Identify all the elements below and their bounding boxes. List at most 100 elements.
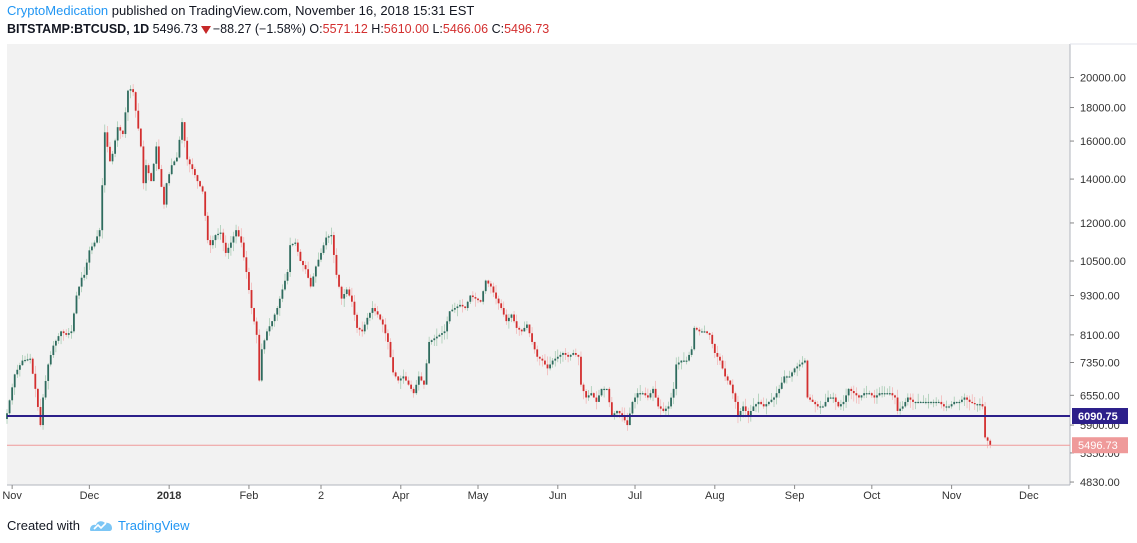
candle-body bbox=[600, 388, 603, 396]
candle-body bbox=[237, 230, 240, 237]
created-with-text: Created with bbox=[7, 517, 80, 533]
candle-body bbox=[811, 399, 814, 402]
candle-body bbox=[443, 331, 446, 334]
candle-body bbox=[536, 349, 539, 357]
candle-body bbox=[65, 333, 68, 335]
candle-body bbox=[464, 306, 467, 309]
candle-body bbox=[474, 297, 477, 299]
price-tick-label: 7350.00 bbox=[1080, 358, 1120, 370]
candle-body bbox=[348, 289, 351, 296]
candle-body bbox=[88, 250, 91, 263]
candle-body bbox=[729, 380, 732, 385]
candle-body bbox=[394, 372, 397, 377]
candle-body bbox=[551, 360, 554, 365]
candle-body bbox=[495, 292, 497, 299]
tradingview-logo-icon[interactable] bbox=[88, 517, 114, 533]
candle-body bbox=[659, 406, 662, 409]
candle-body bbox=[466, 301, 469, 309]
candle-body bbox=[703, 331, 706, 333]
time-tick-label: Feb bbox=[239, 490, 258, 502]
candle-body bbox=[912, 399, 914, 402]
candle-body bbox=[423, 380, 425, 385]
candle-body bbox=[389, 341, 392, 358]
candle-body bbox=[533, 341, 536, 350]
candle-body bbox=[652, 388, 654, 394]
candle-body bbox=[335, 254, 338, 275]
high-value: 5610.00 bbox=[383, 22, 429, 36]
candle-body bbox=[73, 313, 75, 332]
candle-body bbox=[304, 265, 307, 270]
candle-body bbox=[610, 402, 613, 416]
level-tag-background bbox=[1072, 408, 1128, 425]
candle-body bbox=[309, 277, 312, 287]
candle-body bbox=[734, 393, 737, 402]
candle-body bbox=[814, 401, 817, 405]
candle-body bbox=[973, 403, 976, 405]
candle-body bbox=[49, 355, 52, 365]
candle-body bbox=[724, 368, 727, 377]
candle-body bbox=[816, 404, 819, 407]
candle-body bbox=[57, 336, 60, 341]
candle-body bbox=[955, 401, 958, 404]
candle-body bbox=[111, 153, 114, 162]
candle-body bbox=[248, 272, 250, 291]
candle-body bbox=[369, 312, 371, 318]
candle-body bbox=[595, 397, 598, 402]
candle-body bbox=[353, 301, 356, 315]
candle-body bbox=[451, 309, 454, 312]
candle-body bbox=[350, 295, 353, 302]
candle-body bbox=[405, 376, 407, 381]
price-axis[interactable]: 20000.00 18000.00 16000.00 14000.00 12000.00… bbox=[1070, 73, 1126, 490]
candle-body bbox=[471, 295, 474, 298]
level-tag-label: 6090.75 bbox=[1078, 411, 1118, 423]
published-header: CryptoMedication published on TradingVie… bbox=[7, 3, 474, 18]
candle-body bbox=[556, 356, 559, 359]
candle-body bbox=[852, 391, 855, 394]
candle-body bbox=[67, 333, 70, 335]
candle-body bbox=[240, 236, 243, 243]
candle-body bbox=[201, 186, 204, 192]
candle-body bbox=[850, 388, 853, 392]
candle-body bbox=[60, 331, 62, 337]
candle-body bbox=[644, 393, 647, 396]
candle-body bbox=[801, 362, 804, 365]
candle-body bbox=[47, 364, 50, 381]
level-price-tag: 6090.75 bbox=[1072, 408, 1128, 425]
candle-body bbox=[193, 169, 196, 176]
candle-body bbox=[410, 384, 412, 389]
candle-body bbox=[932, 401, 935, 404]
candle-body bbox=[186, 140, 189, 160]
candle-body bbox=[453, 308, 456, 310]
candle-body bbox=[34, 373, 37, 389]
author-link[interactable]: CryptoMedication bbox=[7, 3, 109, 18]
tradingview-brand-link[interactable]: TradingView bbox=[117, 517, 190, 533]
candle-body bbox=[13, 374, 16, 388]
candle-body bbox=[649, 393, 652, 398]
candle-body bbox=[963, 397, 966, 400]
candle-body bbox=[461, 304, 464, 307]
candle-body bbox=[505, 314, 508, 322]
candle-body bbox=[695, 327, 698, 330]
time-axis[interactable]: Nov Dec 2018 Feb 2 Apr May Jun Jul Aug Sep Oct Nov De… bbox=[2, 485, 1039, 502]
candle-body bbox=[796, 366, 799, 369]
candle-body bbox=[546, 364, 549, 369]
candle-body bbox=[984, 406, 986, 438]
candle-body bbox=[278, 298, 281, 309]
candle-body bbox=[690, 349, 693, 355]
candle-body bbox=[227, 247, 230, 253]
candle-body bbox=[487, 280, 490, 284]
candle-body bbox=[327, 236, 330, 238]
candle-body bbox=[129, 89, 132, 91]
candle-body bbox=[314, 266, 317, 277]
candle-body bbox=[222, 232, 225, 243]
candle-body bbox=[425, 363, 428, 385]
candle-body bbox=[127, 90, 129, 113]
candle-body bbox=[106, 132, 109, 147]
candle-body bbox=[634, 397, 636, 402]
candle-body bbox=[139, 128, 142, 147]
candle-body bbox=[459, 304, 461, 307]
candle-body bbox=[178, 139, 181, 158]
chart-plot-area[interactable] bbox=[7, 44, 1070, 485]
close-value: 5496.73 bbox=[504, 22, 550, 36]
